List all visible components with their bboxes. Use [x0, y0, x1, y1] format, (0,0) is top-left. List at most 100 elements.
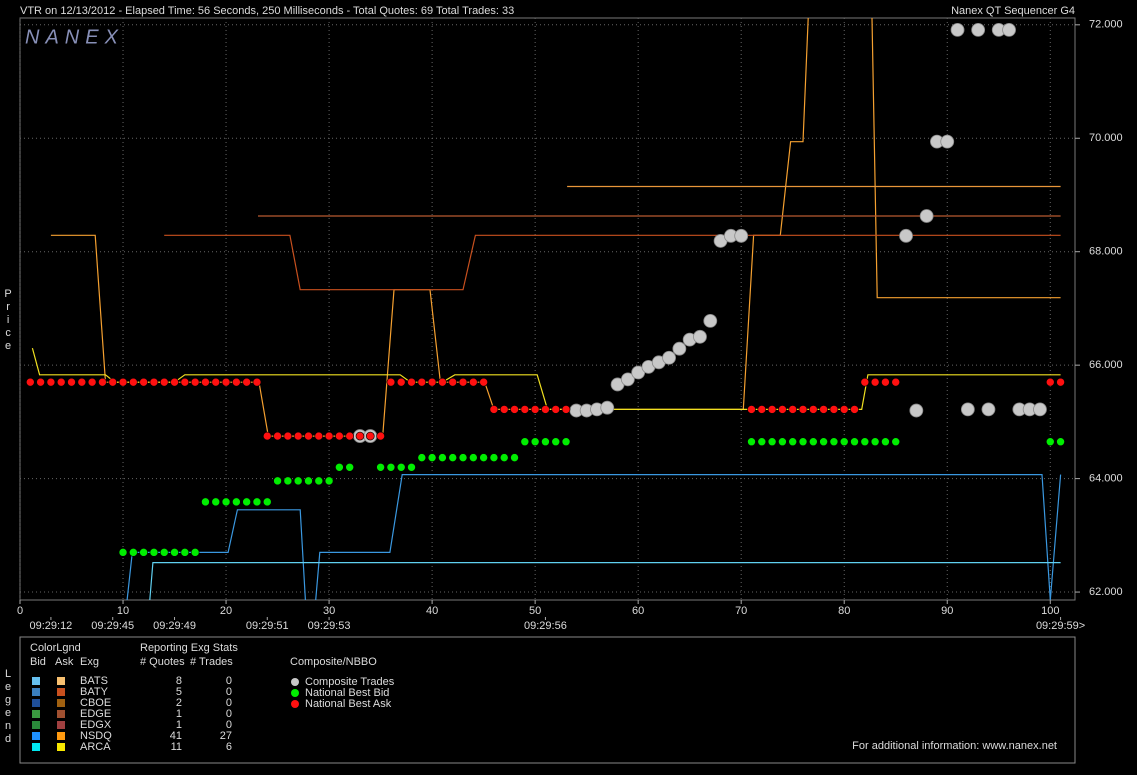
quote-dot: [324, 476, 334, 486]
quote-dot: [881, 437, 890, 447]
quote-dot: [232, 377, 241, 387]
quote-dot: [407, 462, 416, 472]
header-title: VTR on 12/13/2012 - Elapsed Time: 56 Sec…: [20, 5, 514, 17]
quote-dot: [335, 462, 344, 472]
quote-dot: [1045, 377, 1055, 387]
quote-dot: [355, 431, 365, 441]
quote-dot: [170, 548, 179, 557]
quote-dot: [489, 405, 499, 414]
legend-column: Ask: [55, 656, 74, 668]
quote-dot: [407, 377, 416, 387]
quote-dot: [798, 437, 808, 447]
quote-dot: [469, 453, 478, 462]
bid-swatch: [32, 743, 40, 751]
quote-dot: [541, 405, 550, 414]
trade-dot: [971, 23, 986, 37]
ask-swatch: [57, 721, 65, 729]
quote-dot: [221, 497, 231, 507]
x-tick-label: 40: [426, 605, 438, 617]
time-tick-label: 09:29:45: [91, 620, 134, 632]
trade-dot: [662, 350, 676, 365]
x-tick-label: 10: [117, 605, 129, 617]
exchange-name: BATY: [80, 686, 109, 698]
quote-dot: [201, 377, 210, 387]
x-tick-label: 20: [220, 605, 232, 617]
quote-dot: [365, 431, 375, 441]
x-tick-label: 70: [735, 605, 747, 617]
quote-dot: [273, 476, 282, 486]
bid-swatch: [32, 699, 40, 707]
legend-label: National Best Ask: [305, 698, 392, 710]
bid-swatch: [32, 710, 40, 718]
trade-dot: [703, 314, 718, 328]
quote-dot: [860, 437, 870, 447]
quote-dot: [98, 377, 107, 387]
quote-dot: [510, 453, 519, 462]
ask-swatch: [57, 710, 65, 718]
quote-dot: [438, 453, 447, 462]
quote-count: 2: [176, 697, 182, 709]
trade-dot: [981, 402, 996, 417]
quote-dot: [499, 405, 509, 414]
quote-dot: [396, 462, 406, 472]
quote-dot: [190, 377, 200, 387]
trade-dot: [620, 372, 635, 387]
quote-dot: [458, 377, 468, 387]
quote-dot: [850, 437, 859, 447]
legend-marker: [291, 678, 299, 686]
legend-footer: For additional information: www.nanex.ne…: [852, 740, 1057, 752]
trade-count: 0: [226, 675, 232, 687]
quote-dot: [211, 497, 221, 507]
trade-count: 0: [226, 686, 232, 698]
quote-dot: [510, 405, 519, 414]
quote-dot: [448, 453, 458, 462]
x-tick-label: 80: [838, 605, 850, 617]
quote-dot: [304, 431, 313, 441]
quote-dot: [747, 437, 756, 447]
exchange-name: ARCA: [80, 741, 111, 753]
exchange-name: NSDQ: [80, 730, 112, 742]
x-tick-label: 100: [1041, 605, 1059, 617]
quote-dot: [870, 377, 880, 387]
quote-dot: [129, 377, 138, 387]
quote-dot: [788, 405, 798, 414]
quote-dot: [520, 437, 530, 447]
quote-dot: [46, 377, 56, 387]
y-tick-label: 70.000: [1089, 132, 1123, 144]
quote-count: 5: [176, 686, 182, 698]
quote-dot: [304, 476, 313, 486]
quote-dot: [561, 405, 571, 414]
quote-dot: [778, 405, 787, 414]
price-line: [126, 474, 1062, 601]
quote-count: 1: [176, 719, 182, 731]
quote-dot: [551, 405, 561, 414]
quote-dot: [767, 437, 777, 447]
quote-dot: [335, 431, 344, 441]
quote-dot: [479, 453, 488, 462]
quote-dot: [427, 453, 437, 462]
quote-dot: [77, 377, 87, 387]
quote-dot: [293, 476, 303, 486]
trade-dot: [950, 23, 965, 37]
quote-dot: [396, 377, 406, 387]
quote-dot: [211, 377, 221, 387]
trade-dot: [1002, 23, 1016, 37]
quote-dot: [345, 462, 354, 472]
quote-dot: [438, 377, 447, 387]
quote-dot: [850, 405, 859, 414]
bid-swatch: [32, 677, 40, 685]
quote-dot: [417, 377, 427, 387]
exchange-name: EDGE: [80, 708, 111, 720]
quote-dot: [458, 453, 468, 462]
x-tick-label: 30: [323, 605, 335, 617]
ask-swatch: [57, 743, 65, 751]
quote-dot: [221, 377, 231, 387]
quote-dot: [262, 497, 272, 507]
price-line: [149, 562, 1061, 601]
quote-dot: [283, 476, 293, 486]
quote-dot: [1056, 437, 1065, 447]
quote-dot: [520, 405, 530, 414]
legend-title: Legend: [2, 668, 14, 746]
quote-dot: [118, 377, 128, 387]
quote-dot: [26, 377, 35, 387]
